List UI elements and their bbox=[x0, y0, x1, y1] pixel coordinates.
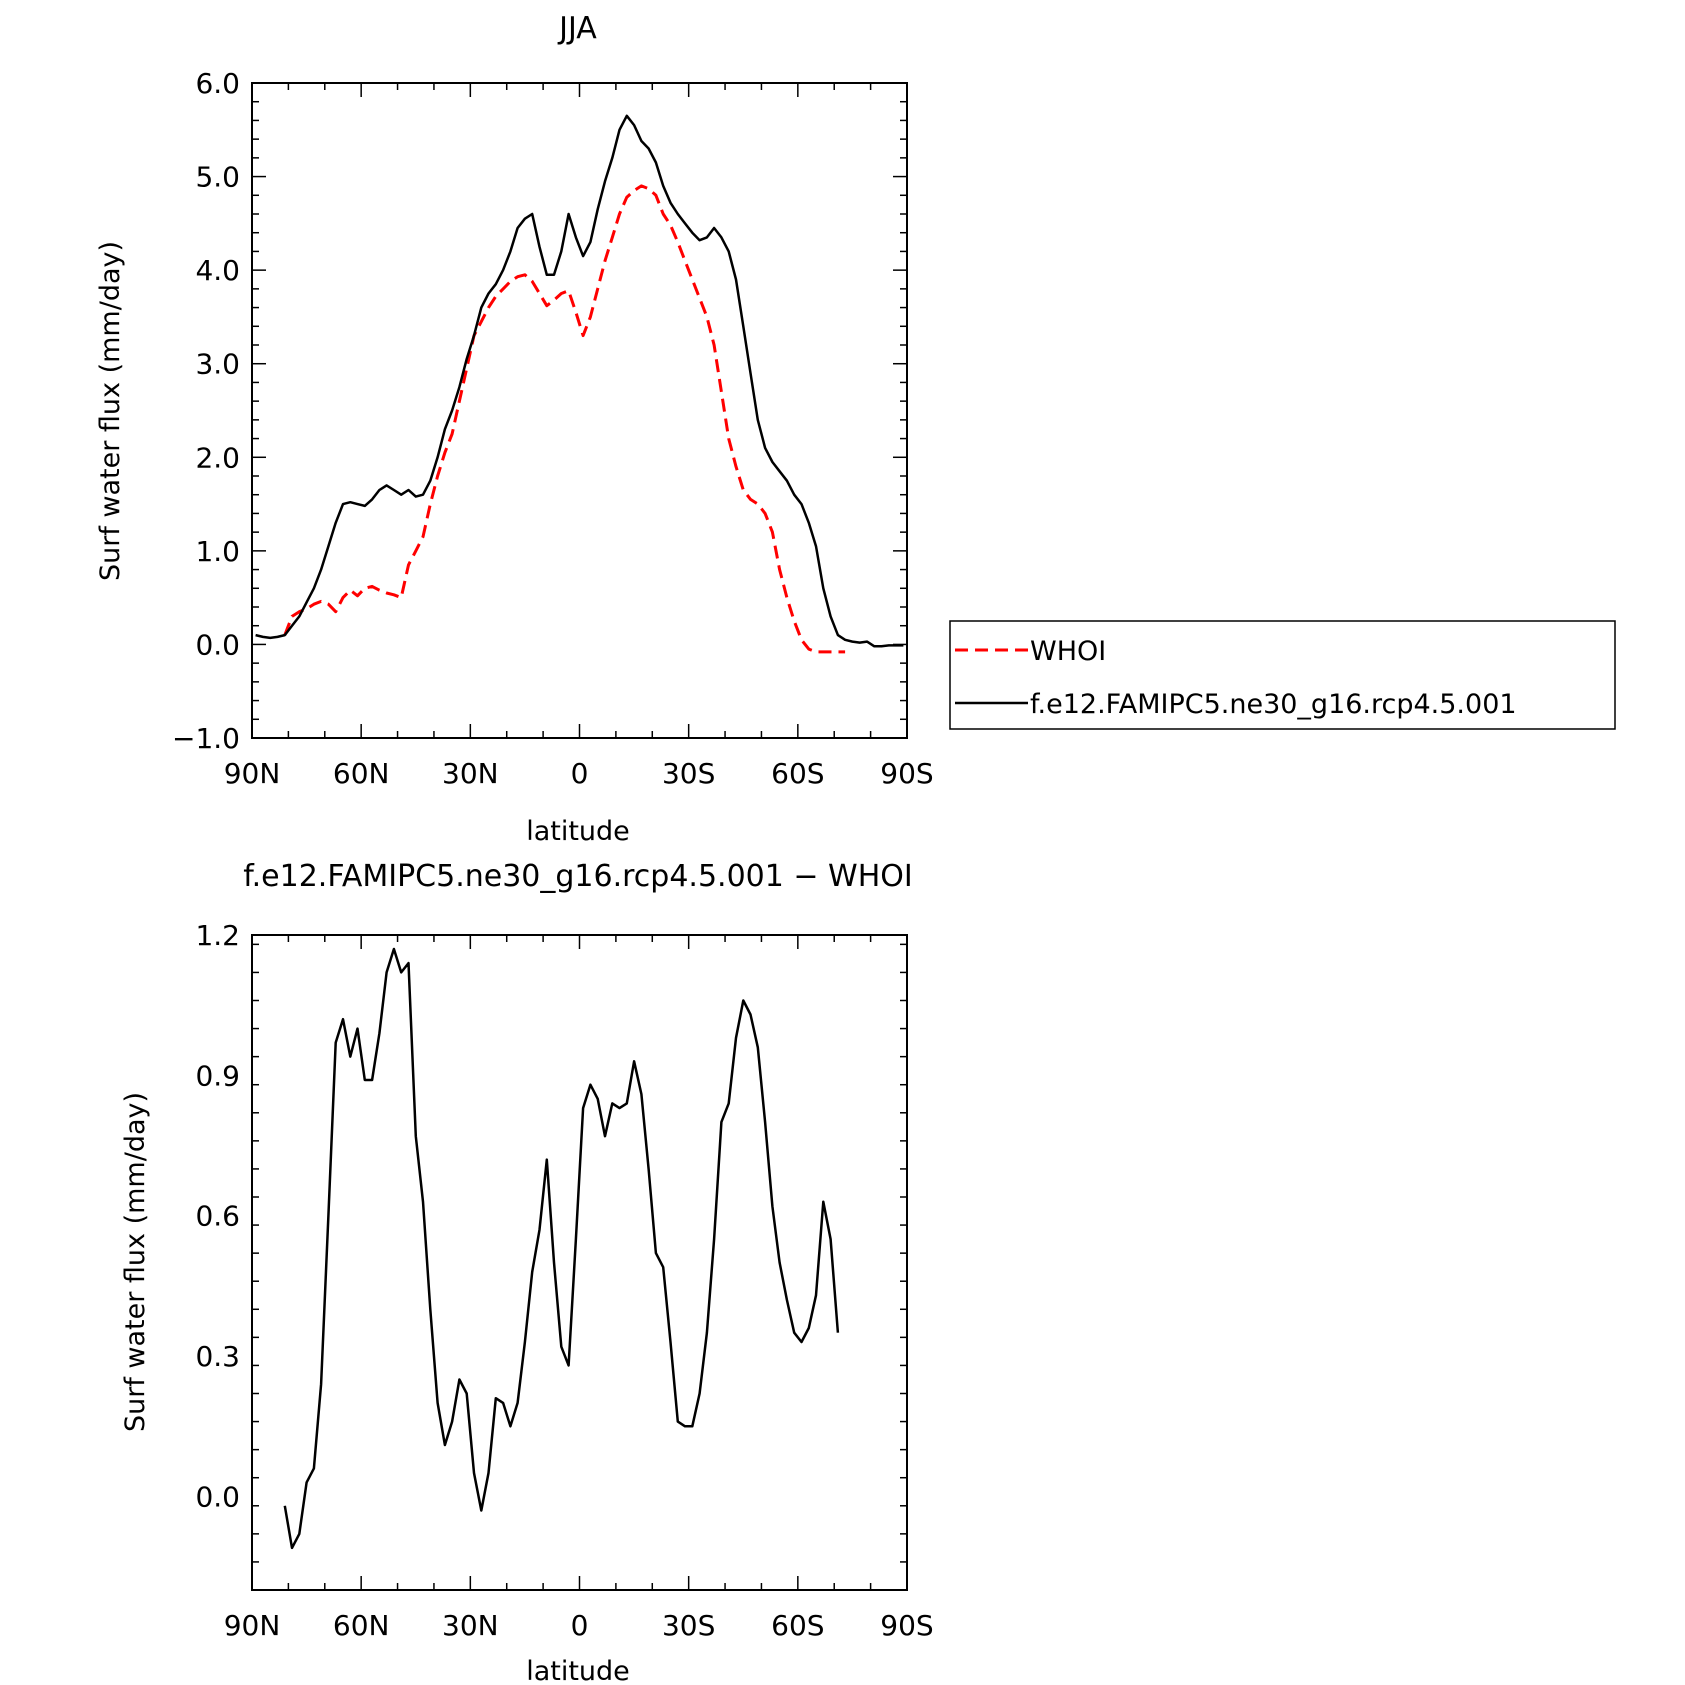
top-series-line-1 bbox=[255, 114, 904, 648]
x-tick-label: 30N bbox=[442, 1609, 499, 1642]
y-tick-label: 3.0 bbox=[195, 348, 240, 381]
x-tick-label: 90N bbox=[224, 757, 281, 790]
bottom-chart-title: f.e12.FAMIPC5.ne30_g16.rcp4.5.001 − WHOI bbox=[243, 859, 913, 894]
y-tick-label: 0.6 bbox=[195, 1200, 240, 1233]
x-tick-label: 60S bbox=[771, 1609, 824, 1642]
x-tick-label: 60S bbox=[771, 757, 824, 790]
top-series-line-0 bbox=[283, 184, 846, 654]
top-y-axis-label: Surf water flux (mm/day) bbox=[95, 241, 126, 581]
x-tick-label: 0 bbox=[571, 757, 589, 790]
top-chart-title: JJA bbox=[557, 11, 597, 46]
top-axis-ticks: −1.0 0.0 1.0 2.0 3.0 4.0 5.0 6.0 90N 60N 30N 0 30S 60… bbox=[172, 67, 934, 790]
x-tick-label: 60N bbox=[333, 1609, 390, 1642]
y-tick-label: 0.0 bbox=[195, 1480, 240, 1513]
x-tick-label: 90N bbox=[224, 1609, 281, 1642]
y-tick-label: 1.0 bbox=[195, 535, 240, 568]
x-tick-label: 90S bbox=[880, 1609, 933, 1642]
bottom-x-axis-label: latitude bbox=[526, 1656, 630, 1685]
top-series-group bbox=[255, 114, 904, 654]
top-x-axis-label: latitude bbox=[526, 816, 630, 847]
y-tick-label: 1.2 bbox=[195, 919, 240, 952]
x-tick-label: 60N bbox=[333, 757, 390, 790]
y-tick-label: 0.0 bbox=[195, 628, 240, 661]
y-tick-label: −1.0 bbox=[172, 722, 240, 755]
x-tick-label: 90S bbox=[880, 757, 933, 790]
legend: WHOI f.e12.FAMIPC5.ne30_g16.rcp4.5.001 bbox=[949, 620, 1616, 730]
top-panel: JJA −1.0 0.0 1.0 2.0 3.0 4.0 5.0 6.0 90N 60N 30N 0 3… bbox=[95, 11, 1616, 847]
x-tick-label: 0 bbox=[571, 1609, 589, 1642]
bottom-series-line-0 bbox=[283, 947, 840, 1550]
legend-label-model: f.e12.FAMIPC5.ne30_g16.rcp4.5.001 bbox=[1030, 689, 1517, 720]
bottom-series-group bbox=[283, 947, 840, 1550]
y-tick-label: 2.0 bbox=[195, 441, 240, 474]
y-tick-label: 5.0 bbox=[195, 161, 240, 194]
y-tick-label: 0.9 bbox=[195, 1059, 240, 1092]
x-tick-label: 30S bbox=[662, 1609, 715, 1642]
x-tick-label: 30N bbox=[442, 757, 499, 790]
bottom-panel: f.e12.FAMIPC5.ne30_g16.rcp4.5.001 − WHOI… bbox=[120, 859, 934, 1685]
y-tick-label: 6.0 bbox=[195, 67, 240, 100]
bottom-y-axis-label: Surf water flux (mm/day) bbox=[120, 1092, 151, 1432]
legend-box bbox=[949, 620, 1616, 730]
legend-label-whoi: WHOI bbox=[1030, 636, 1106, 667]
bottom-axis-ticks: 0.0 0.3 0.6 0.9 1.2 90N 60N 30N 0 30S 60S 90S bbox=[195, 919, 933, 1642]
x-tick-label: 30S bbox=[662, 757, 715, 790]
y-tick-label: 0.3 bbox=[195, 1340, 240, 1373]
y-tick-label: 4.0 bbox=[195, 254, 240, 287]
